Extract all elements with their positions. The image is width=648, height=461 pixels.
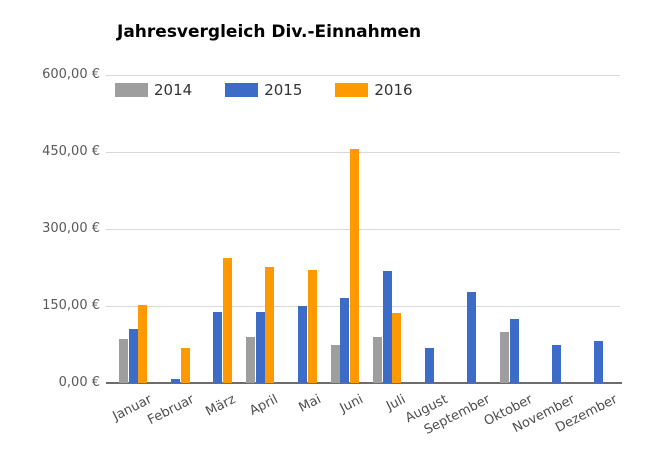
y-tick-label-0: 0,00 € [58,375,100,390]
bar-2016-mai [307,270,317,383]
bar-2014-juli [372,336,382,383]
bar-2015-november [552,344,561,383]
bar-2015-juli [382,270,392,383]
y-tick-label-450: 450,00 € [42,144,100,159]
legend-label-2016: 2016 [374,81,413,99]
x-tick-label-mai: Mai [296,392,324,416]
bar-2014-oktober [499,331,509,383]
bar-2016-april [265,266,275,383]
bar-2016-juli [392,312,402,383]
y-tick-label-300: 300,00 € [42,221,100,236]
bar-2014-januar [118,339,128,383]
gridline-150 [106,306,620,307]
legend-item-2014: 2014 [115,81,192,99]
x-tick-label-juni: Juni [337,392,366,417]
bar-2015-april [255,312,265,383]
bar-2016-februar [180,348,190,383]
bar-2015-februar [171,378,180,383]
gridline-600 [106,75,620,76]
gridline-300 [106,229,620,230]
legend-item-2015: 2015 [225,81,302,99]
bar-2015-august [425,348,434,383]
bar-2015-september [467,292,477,383]
bar-2016-juni [350,149,360,383]
legend-label-2015: 2015 [264,81,303,99]
chart-title: Jahresvergleich Div.-Einnahmen [117,22,422,42]
chart-legend: 2014 2015 2016 [115,81,446,99]
legend-swatch-2015 [225,83,259,97]
gridline-450 [106,152,620,153]
bar-2015-märz [213,312,223,383]
y-tick-label-150: 150,00 € [42,298,100,313]
x-tick-label-februar: Februar [145,392,197,429]
bar-2014-juni [330,344,340,383]
bar-2015-oktober [509,318,519,383]
bar-2014-april [245,336,255,383]
y-tick-label-600: 600,00 € [42,67,100,82]
legend-item-2016: 2016 [335,81,413,99]
bar-2016-januar [138,304,148,383]
x-axis-line [106,382,622,384]
legend-swatch-2014 [115,83,148,97]
legend-swatch-2016 [335,83,369,97]
bar-2015-januar [128,329,138,383]
bar-2015-juni [340,297,350,383]
bar-2015-mai [298,306,307,383]
legend-label-2014: 2014 [154,81,193,99]
bar-2016-märz [223,258,233,383]
x-tick-label-märz: März [203,392,239,420]
bar-2015-dezember [594,340,604,383]
x-tick-label-april: April [247,392,281,419]
